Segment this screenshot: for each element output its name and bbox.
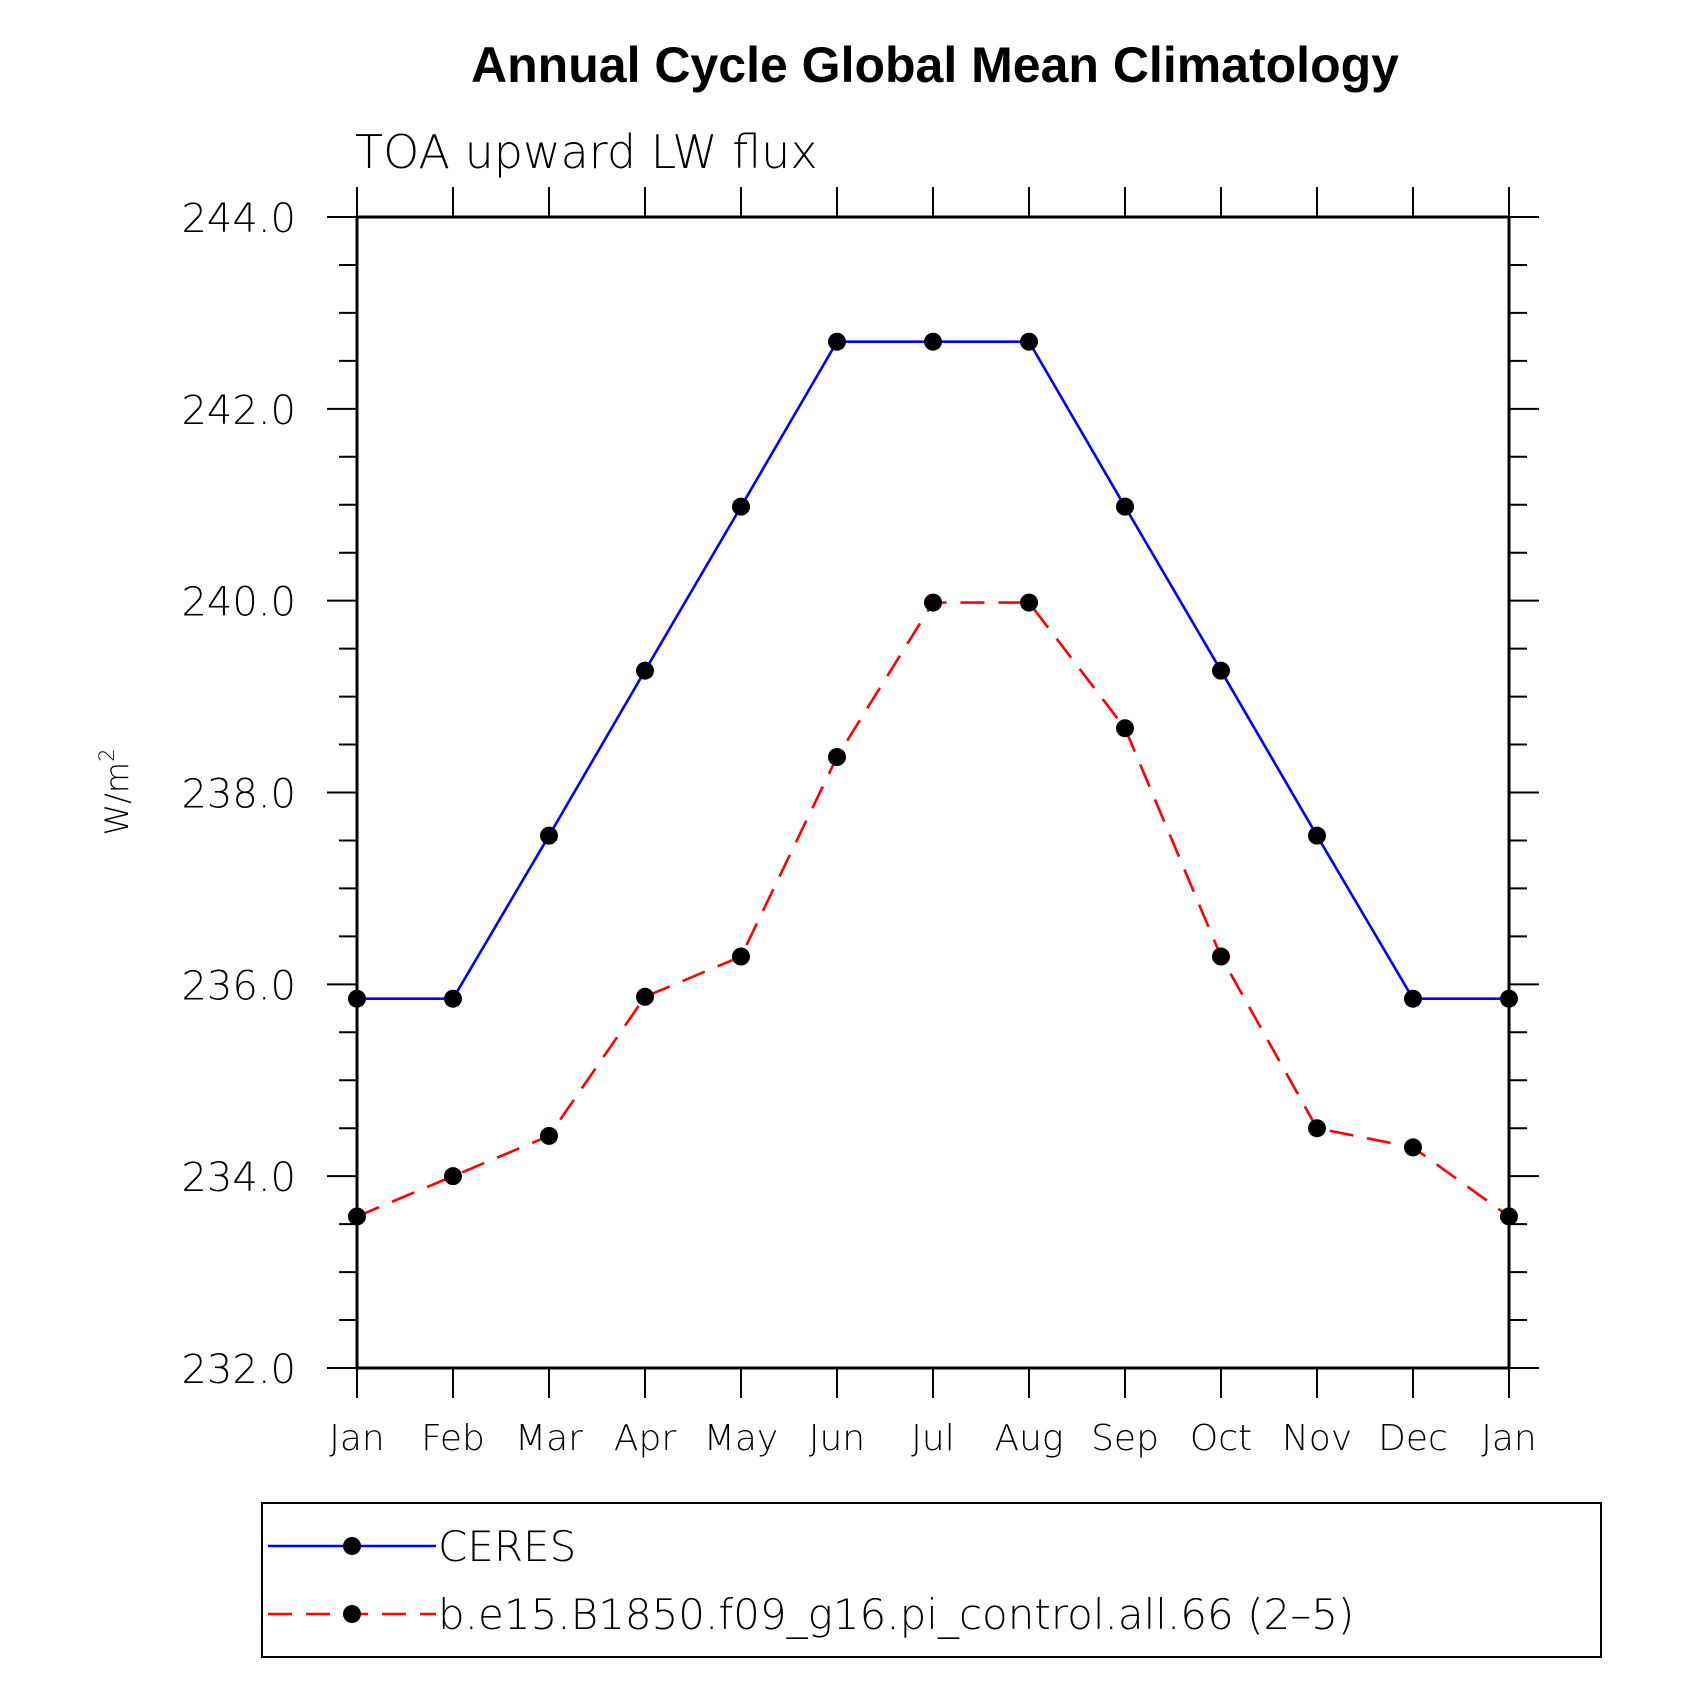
series-1-point xyxy=(636,661,654,680)
legend-label-2: b.e15.B1850.f09_g16.pi_control.all.66 (2… xyxy=(438,1590,1354,1639)
y-tick-label: 240.0 xyxy=(181,580,296,626)
series-2-point xyxy=(828,748,846,767)
y-tick-label: 232.0 xyxy=(181,1347,296,1393)
y-tick-label: 236.0 xyxy=(181,963,296,1009)
x-tick-label: Nov xyxy=(1282,1418,1352,1459)
x-tick-label: Sep xyxy=(1091,1418,1159,1459)
plot-series xyxy=(348,332,1518,1226)
series-2-point xyxy=(636,987,654,1006)
series-2-point xyxy=(732,947,750,966)
x-tick-label: Feb xyxy=(421,1418,485,1459)
series-2-point xyxy=(1308,1119,1326,1138)
x-tick-label: Jun xyxy=(809,1418,865,1459)
x-tick-label: Dec xyxy=(1378,1418,1448,1459)
legend: CERES b.e15.B1850.f09_g16.pi_control.all.… xyxy=(261,1502,1602,1658)
series-2-point xyxy=(1116,719,1134,738)
series-1-point xyxy=(1116,497,1134,516)
x-tick-label: Aug xyxy=(994,1418,1063,1459)
x-tick-label: Oct xyxy=(1190,1418,1252,1459)
series-1-point xyxy=(444,989,462,1008)
plot-frame xyxy=(355,215,1511,1370)
legend-marker-2 xyxy=(343,1605,361,1623)
x-tick-label: Mar xyxy=(515,1418,583,1459)
series-1-point xyxy=(1212,661,1230,680)
series-1-point xyxy=(732,497,750,516)
x-tick-label: May xyxy=(704,1418,778,1459)
x-tick-label: Jul xyxy=(911,1418,954,1459)
series-1-point xyxy=(1308,826,1326,845)
axis-ticks xyxy=(327,187,1539,1398)
chart-subtitle: TOA upward LW flux xyxy=(355,125,818,179)
series-2-point xyxy=(924,593,942,612)
legend-marker-1 xyxy=(343,1537,361,1555)
y-tick-label: 234.0 xyxy=(181,1155,296,1201)
legend-box xyxy=(261,1502,1602,1658)
y-tick-label: 238.0 xyxy=(181,772,296,818)
y-axis-label: W/m2 xyxy=(95,749,136,836)
series-line-1 xyxy=(357,340,1509,1001)
chart-title: Annual Cycle Global Mean Climatology xyxy=(471,37,1399,93)
x-tick-label: Jan xyxy=(329,1418,385,1459)
y-tick-label: 244.0 xyxy=(181,196,296,242)
series-1-point xyxy=(828,332,846,351)
series-1-point xyxy=(540,826,558,845)
series-1-point xyxy=(1404,989,1422,1008)
series-2-point xyxy=(540,1126,558,1145)
series-2-point xyxy=(444,1167,462,1186)
series-1-point xyxy=(1020,332,1038,351)
series-2-point xyxy=(1212,947,1230,966)
x-tick-label: Jan xyxy=(1481,1418,1537,1459)
series-1-point xyxy=(924,332,942,351)
series-2-point xyxy=(1404,1138,1422,1157)
axis-tick-labels: 232.0 234.0 236.0 238.0 240.0 242.0 244.0 Jan Fe… xyxy=(181,196,1536,1459)
legend-label-1: CERES xyxy=(438,1522,576,1571)
y-tick-label: 242.0 xyxy=(181,388,296,434)
series-2-point xyxy=(1020,593,1038,612)
x-tick-label: Apr xyxy=(614,1418,676,1459)
series-line-2 xyxy=(356,601,1510,1218)
